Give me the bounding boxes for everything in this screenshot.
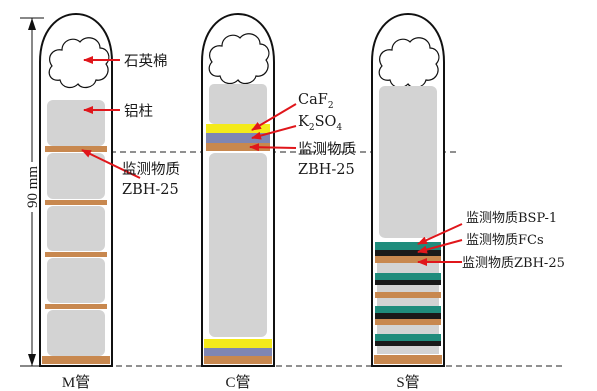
- tube-c-aluminum-main: [209, 153, 267, 337]
- tube-m: M管: [39, 12, 113, 391]
- tube-c-label: C管: [225, 374, 250, 391]
- tube-s-aluminum-slab-2: [377, 285, 439, 292]
- label-aluminum-rod: 铝柱: [124, 103, 153, 120]
- tube-m-quartz-wool: [48, 37, 110, 89]
- tube-s-zbh-band-1: [375, 256, 441, 263]
- label-monitor-m-line2: ZBH-25: [122, 182, 179, 198]
- tube-m-zbh-band-5: [42, 356, 110, 364]
- tube-s-zbh-band-4: [374, 355, 442, 364]
- label-monitor-c-line2: ZBH-25: [298, 162, 355, 178]
- tube-m-zbh-band-3: [45, 252, 107, 257]
- label-monitor-s-fcs: 监测物质FCs: [466, 233, 544, 248]
- tube-s-fcs-band-2: [375, 280, 441, 285]
- tube-c-caf2-band-top: [206, 124, 270, 133]
- tube-m-aluminum-rod-4: [47, 258, 105, 303]
- tube-c-zbh-band: [206, 143, 270, 151]
- tube-c: C管: [201, 12, 275, 391]
- label-k2so4: K2SO4: [298, 114, 342, 133]
- tube-m-aluminum-rod-1: [47, 100, 105, 146]
- tube-s-zbh-band-2: [375, 292, 441, 298]
- tube-s-aluminum-slab-5: [377, 346, 439, 354]
- tube-s-bsp-band-4: [375, 334, 441, 341]
- label-caf2: CaF2: [298, 92, 334, 111]
- label-monitor-c-line1: 监测物质: [298, 141, 356, 158]
- tube-m-label: M管: [62, 374, 90, 391]
- tube-s-aluminum-main: [379, 86, 437, 238]
- tube-m-zbh-band-2: [45, 200, 107, 205]
- tube-s-bsp-band-2: [375, 273, 441, 280]
- arrow-k2so4: [251, 125, 297, 140]
- tube-s-zbh-band-3: [375, 319, 441, 325]
- tube-m-aluminum-rod-5: [47, 310, 105, 356]
- tube-s-fcs-band-4: [375, 341, 441, 346]
- tube-s-fcs-band-1: [375, 250, 441, 256]
- tube-s: S管: [371, 12, 445, 391]
- annotation-arrows: [81, 56, 463, 266]
- tube-m-aluminum-rod-3: [47, 206, 105, 251]
- arrow-bsp: [417, 223, 463, 245]
- arrow-caf2: [251, 103, 297, 131]
- label-monitor-s-bsp: 监测物质BSP-1: [466, 211, 557, 226]
- tube-s-aluminum-slab-1: [377, 263, 439, 273]
- label-quartz-wool: 石英棉: [124, 52, 168, 70]
- tube-s-aluminum-slab-4: [377, 325, 439, 334]
- tube-s-label: S管: [396, 374, 419, 391]
- tube-c-zbh-band-bottom: [204, 356, 272, 364]
- tube-m-zbh-band-4: [45, 304, 107, 309]
- tube-m-aluminum-rod-2: [47, 153, 105, 199]
- arrow-fcs: [417, 239, 463, 254]
- tube-s-bsp-band-3: [375, 306, 441, 313]
- dimension-label: 90 mm: [25, 166, 41, 208]
- tube-s-fcs-band-3: [375, 313, 441, 319]
- arrow-zbh-c: [249, 143, 297, 152]
- tube-c-quartz-wool: [208, 33, 270, 85]
- tube-c-k2so4-band-bottom: [204, 348, 272, 356]
- tube-m-zbh-band-1: [45, 146, 107, 152]
- dimension-marker: 90 mm: [20, 17, 44, 367]
- label-monitor-m-line1: 监测物质: [122, 161, 180, 178]
- tube-c-caf2-band-bottom: [204, 339, 272, 348]
- label-monitor-s-zbh: 监测物质ZBH-25: [462, 256, 565, 271]
- tube-c-k2so4-band-top: [206, 133, 270, 143]
- arrow-zbh-m: [81, 149, 141, 179]
- tube-s-aluminum-slab-3: [377, 298, 439, 306]
- tube-c-aluminum-top: [209, 84, 267, 124]
- tube-s-bsp-band-1: [375, 242, 441, 250]
